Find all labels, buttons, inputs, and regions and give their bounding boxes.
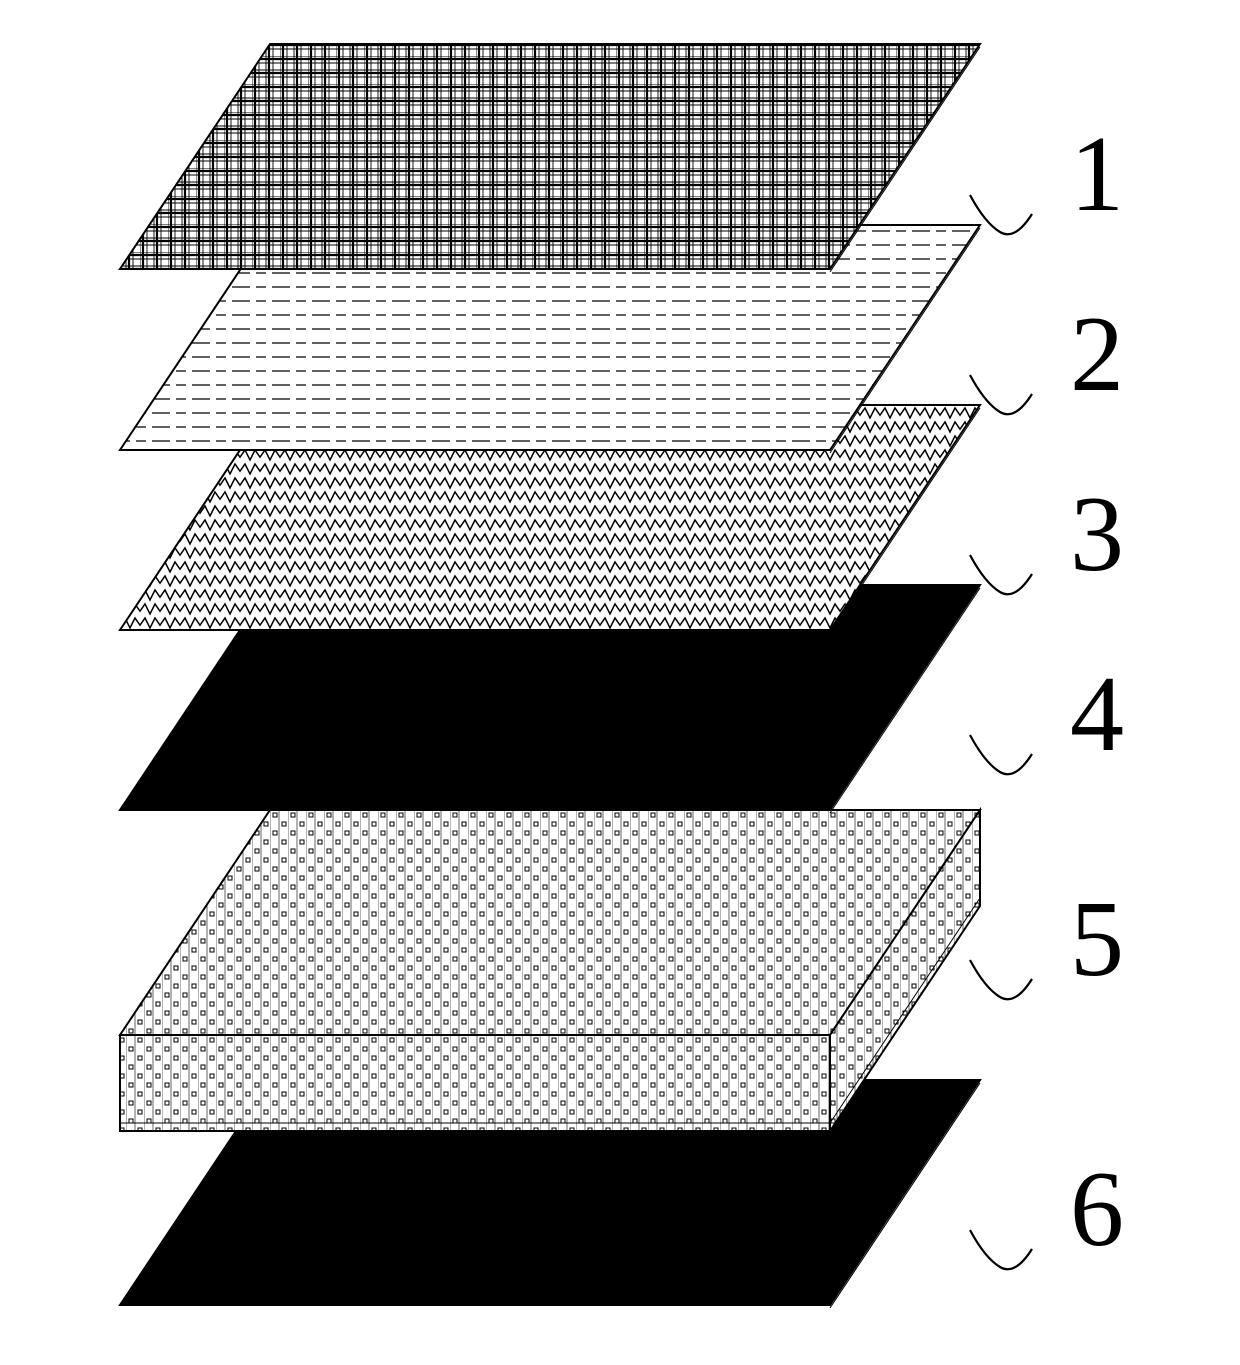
layer-label-6: 6	[1070, 1150, 1124, 1269]
leader-line-4	[970, 735, 1032, 774]
layer-label-4: 4	[1070, 655, 1124, 774]
layer-1	[120, 44, 980, 272]
label-group-4: 4	[970, 655, 1124, 774]
exploded-layers-diagram: 1 2 3 4 5 6	[0, 0, 1240, 1365]
layer-label-2: 2	[1070, 295, 1124, 414]
label-group-2: 2	[970, 295, 1124, 414]
leader-line-6	[970, 1230, 1032, 1269]
label-group-6: 6	[970, 1150, 1124, 1269]
layer-label-5: 5	[1070, 880, 1124, 999]
leader-line-5	[970, 960, 1032, 999]
label-group-5: 5	[970, 880, 1124, 999]
label-group-1: 1	[970, 115, 1124, 234]
layer-label-1: 1	[1070, 115, 1124, 234]
layer-label-3: 3	[1070, 475, 1124, 594]
layer-5	[120, 810, 980, 1131]
label-group-3: 3	[970, 475, 1124, 594]
